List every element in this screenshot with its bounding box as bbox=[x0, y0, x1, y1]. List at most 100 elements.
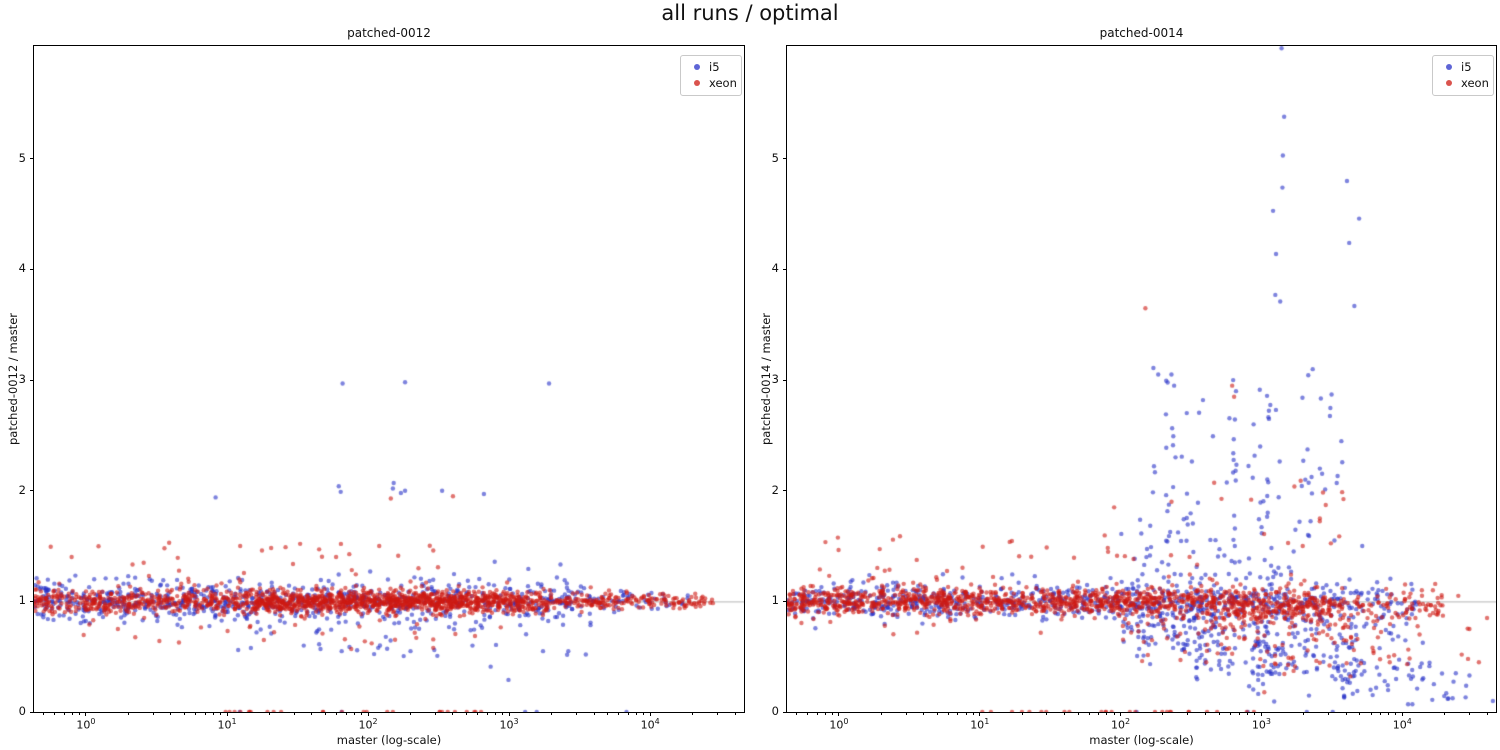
x-tick-minor bbox=[1379, 712, 1381, 715]
x-tick-minor bbox=[1204, 712, 1206, 715]
x-tick-minor bbox=[1444, 712, 1446, 715]
subplot-title: patched-0014 bbox=[1099, 26, 1184, 40]
legend-label: xeon bbox=[709, 76, 737, 90]
y-tick-label: 3 bbox=[771, 372, 779, 387]
x-tick-minor bbox=[1239, 712, 1241, 715]
x-tick-minor bbox=[1106, 712, 1108, 715]
y-tick bbox=[30, 711, 34, 713]
x-tick-minor bbox=[195, 712, 197, 715]
x-tick-minor bbox=[127, 712, 129, 715]
x-tick-minor bbox=[807, 712, 809, 715]
y-tick-label: 5 bbox=[18, 150, 26, 165]
x-tick-minor bbox=[1162, 712, 1164, 715]
x-tick-major bbox=[1120, 712, 1122, 716]
x-tick-minor bbox=[293, 712, 295, 715]
x-tick-minor bbox=[796, 712, 797, 715]
y-tick-label: 0 bbox=[771, 704, 779, 718]
x-tick-minor bbox=[184, 712, 186, 715]
x-tick-minor bbox=[965, 712, 967, 715]
x-tick-minor bbox=[607, 712, 609, 715]
x-tick-minor bbox=[466, 712, 468, 715]
scatter-canvas bbox=[34, 46, 744, 712]
subplot-patched-0012: patched-0012 patched-0012 / master maste… bbox=[6, 26, 745, 747]
x-axis-label: master (log-scale) bbox=[1089, 733, 1194, 747]
x-tick-label: 104 bbox=[1392, 717, 1412, 732]
x-tick-minor bbox=[1395, 712, 1397, 715]
x-tick-major bbox=[649, 712, 651, 716]
y-tick bbox=[30, 158, 34, 160]
x-tick-minor bbox=[54, 712, 56, 715]
x-tick-minor bbox=[734, 712, 736, 715]
x-tick-minor bbox=[692, 712, 694, 715]
y-tick-label: 1 bbox=[18, 593, 26, 608]
i5-marker-icon bbox=[1446, 64, 1452, 70]
x-tick-minor bbox=[905, 712, 907, 715]
x-tick-major bbox=[85, 712, 87, 716]
x-tick-minor bbox=[1046, 712, 1048, 715]
scatter-canvas bbox=[787, 46, 1496, 712]
x-tick-minor bbox=[1345, 712, 1347, 715]
x-tick-label: 104 bbox=[640, 717, 660, 732]
y-tick-label: 3 bbox=[18, 372, 26, 387]
x-tick-minor bbox=[880, 712, 882, 715]
x-tick-minor bbox=[816, 712, 818, 715]
x-axis-label: master (log-scale) bbox=[336, 733, 442, 747]
x-tick-minor bbox=[452, 712, 454, 715]
x-tick-label: 102 bbox=[358, 717, 378, 732]
xeon-marker-icon bbox=[1446, 80, 1452, 86]
x-tick-minor bbox=[152, 712, 154, 715]
x-tick-minor bbox=[936, 712, 938, 715]
x-tick-major bbox=[226, 712, 228, 716]
y-tick bbox=[783, 379, 787, 381]
x-tick-minor bbox=[1388, 712, 1390, 715]
x-tick-minor bbox=[1370, 712, 1372, 715]
legend-label: xeon bbox=[1461, 76, 1489, 90]
y-tick bbox=[783, 158, 787, 160]
legend-item-i5: i5 bbox=[681, 59, 741, 75]
y-tick bbox=[783, 711, 787, 713]
x-tick-minor bbox=[1187, 712, 1189, 715]
y-tick bbox=[30, 600, 34, 602]
x-tick-minor bbox=[410, 712, 411, 715]
x-tick-minor bbox=[618, 712, 620, 715]
x-tick-minor bbox=[948, 712, 949, 715]
x-tick-minor bbox=[336, 712, 338, 715]
x-tick-minor bbox=[1218, 712, 1220, 715]
legend: i5 xeon bbox=[680, 55, 742, 96]
x-tick-minor bbox=[972, 712, 974, 715]
y-tick-label: 0 bbox=[18, 704, 26, 718]
x-tick-minor bbox=[1468, 712, 1470, 715]
x-tick-major bbox=[1401, 712, 1403, 716]
x-tick-major bbox=[367, 712, 369, 716]
y-tick-label: 5 bbox=[771, 150, 779, 165]
x-tick-minor bbox=[957, 712, 959, 715]
x-tick-minor bbox=[1229, 712, 1231, 715]
x-tick-minor bbox=[1303, 712, 1305, 715]
subplot-title: patched-0012 bbox=[347, 26, 431, 40]
x-tick-label: 100 bbox=[76, 717, 96, 732]
x-tick-minor bbox=[575, 712, 577, 715]
y-tick bbox=[783, 600, 787, 602]
y-tick-label: 4 bbox=[18, 261, 26, 276]
x-tick-minor bbox=[716, 712, 718, 715]
x-tick-minor bbox=[1077, 712, 1079, 715]
xeon-marker-icon bbox=[694, 80, 700, 86]
y-tick-label: 2 bbox=[18, 482, 26, 497]
x-tick-minor bbox=[643, 712, 645, 715]
x-tick-minor bbox=[434, 712, 436, 715]
x-tick-label: 100 bbox=[829, 717, 849, 732]
x-tick-minor bbox=[1064, 712, 1066, 715]
x-tick-label: 103 bbox=[499, 717, 519, 732]
legend-item-i5: i5 bbox=[1433, 59, 1493, 75]
x-tick-minor bbox=[63, 712, 65, 715]
y-tick-label: 1 bbox=[771, 593, 779, 608]
x-tick-minor bbox=[353, 712, 355, 715]
y-tick bbox=[30, 268, 34, 270]
x-tick-label: 102 bbox=[1111, 717, 1131, 732]
x-tick-minor bbox=[1113, 712, 1115, 715]
x-tick-minor bbox=[1359, 712, 1361, 715]
x-tick-minor bbox=[502, 712, 504, 715]
y-tick bbox=[783, 490, 787, 492]
x-tick-minor bbox=[79, 712, 81, 715]
x-tick-minor bbox=[1247, 712, 1249, 715]
